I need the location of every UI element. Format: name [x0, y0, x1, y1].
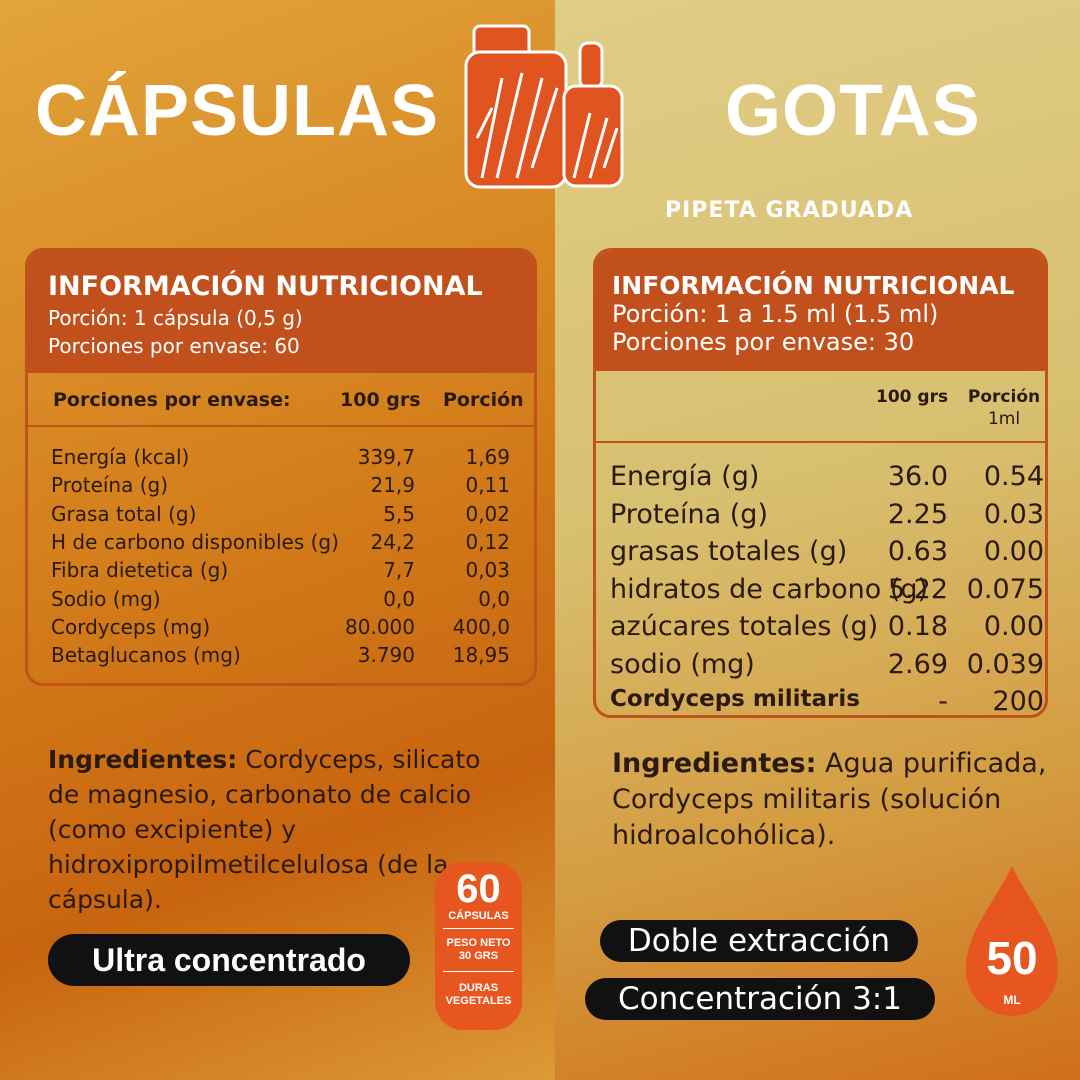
nutrient-name: Energía (kcal): [51, 445, 190, 469]
portion-line: Porción: 1 cápsula (0,5 g): [48, 306, 303, 330]
nutrient-name: sodio (mg): [610, 648, 755, 680]
capsule-count-badge: 60 CÁPSULAS PESO NETO 30 GRS DURAS VEGET…: [435, 862, 522, 1030]
ingredients-text: Agua purificada, Cordyceps militaris (so…: [612, 748, 1047, 851]
nutrient-name: grasas totales (g): [610, 536, 848, 567]
volume-drop: 50 ML: [966, 866, 1058, 1016]
value-portion: 0,11: [465, 473, 510, 498]
nutrient-name: Grasa total (g): [51, 501, 197, 526]
left-table-header: Porciones por envase: 100 grs Porción: [28, 373, 534, 427]
volume-unit: ML: [1003, 993, 1020, 1007]
badge: Doble extracción: [600, 920, 918, 962]
value-100g: 0.63: [887, 536, 948, 567]
value-100g: 80.000: [345, 614, 415, 639]
nutrient-name: Cordyceps militaris: [610, 686, 860, 712]
left-panel-header: INFORMACIÓN NUTRICIONAL Porción: 1 cápsu…: [28, 251, 534, 373]
left-title: CÁPSULAS: [35, 71, 440, 151]
value-portion: 400,0: [452, 614, 510, 639]
value-100g: 21,9: [370, 473, 415, 498]
nutrient-name: Sodio (mg): [51, 586, 161, 611]
value-portion: 0.039: [966, 648, 1044, 680]
right-ingredients: Ingredientes: Agua purificada, Cordyceps…: [612, 746, 1052, 854]
capsule-type: DURAS VEGETALES: [445, 982, 512, 1007]
ingredients-label: Ingredientes:: [48, 745, 238, 774]
column-header: 100 grs: [876, 387, 949, 407]
ingredients-label: Ingredientes:: [612, 748, 817, 779]
nutrient-name: Proteína (g): [610, 498, 768, 530]
bottles-icon: [464, 24, 624, 189]
value-100g: 0.18: [887, 611, 948, 642]
right-title: GOTAS: [725, 71, 981, 151]
nutrient-name: H de carbono disponibles (g): [51, 529, 339, 554]
panel-title: INFORMACIÓN NUTRICIONAL: [48, 271, 483, 302]
value-portion: 0.54: [983, 461, 1044, 492]
column-header: Porción: [443, 389, 524, 411]
column-header: 1ml: [987, 409, 1021, 429]
value-portion: 0.03: [983, 498, 1044, 530]
value-100g: 339,7: [357, 445, 415, 469]
nutrient-name: Proteína (g): [51, 473, 169, 498]
value-100g: 24,2: [370, 529, 415, 554]
left-ingredients: Ingredientes: Cordyceps, silicato de mag…: [48, 742, 518, 917]
value-portion: 1,69: [465, 445, 510, 469]
value-100g: 7,7: [383, 558, 415, 583]
nutrient-name: Energía (g): [610, 461, 760, 492]
panel-title: INFORMACIÓN NUTRICIONAL: [612, 271, 1015, 300]
column-header: Porciones por envase:: [53, 389, 291, 411]
value-100g: 5,5: [383, 501, 415, 526]
value-portion: 0,0: [478, 586, 510, 611]
nutrient-name: hidratos de carbono (g): [610, 573, 929, 605]
value-100g: 3.790: [357, 643, 415, 668]
badge: Ultra concentrado: [48, 934, 410, 986]
ingredients-text: Cordyceps, silicato de magnesio, carbona…: [48, 745, 481, 914]
value-portion: 0.00: [983, 611, 1044, 642]
net-weight: PESO NETO 30 GRS: [443, 929, 514, 972]
servings-line: Porciones por envase: 30: [612, 328, 915, 356]
portion-line: Porción: 1 a 1.5 ml (1.5 ml): [612, 300, 939, 328]
right-background: [555, 0, 1080, 1080]
value-portion: 0,02: [465, 501, 510, 526]
badge: Concentración 3:1: [585, 978, 935, 1020]
nutrient-name: azúcares totales (g): [610, 611, 879, 642]
value-portion: 0.00: [983, 536, 1044, 567]
servings-line: Porciones por envase: 60: [48, 334, 300, 358]
value-100g: -: [938, 686, 948, 717]
value-portion: 0,03: [465, 558, 510, 583]
right-subtitle: PIPETA GRADUADA: [665, 198, 914, 223]
value-portion: 0.075: [966, 573, 1044, 605]
count: 60: [456, 867, 501, 911]
value-portion: 18,95: [452, 643, 510, 668]
right-table-header: 100 grs Porción 1ml: [596, 371, 1045, 443]
right-panel-header: INFORMACIÓN NUTRICIONAL Porción: 1 a 1.5…: [596, 251, 1045, 371]
value-100g: 0,0: [383, 586, 415, 611]
value-100g: 2.25: [887, 498, 948, 530]
value-100g: 2.69: [887, 648, 948, 680]
column-header: Porción: [967, 387, 1041, 407]
volume: 50: [986, 932, 1037, 984]
value-100g: 5.22: [887, 573, 948, 605]
value-100g: 36.0: [887, 461, 948, 492]
value-portion: 0,12: [465, 529, 510, 554]
value-portion: 200: [992, 686, 1044, 717]
left-nutrition-panel: INFORMACIÓN NUTRICIONAL Porción: 1 cápsu…: [25, 248, 537, 686]
column-header: 100 grs: [340, 389, 421, 411]
nutrient-name: Fibra dietetica (g): [51, 558, 229, 583]
right-nutrition-panel: INFORMACIÓN NUTRICIONAL Porción: 1 a 1.5…: [593, 248, 1048, 718]
count-unit: CÁPSULAS: [443, 910, 514, 929]
nutrient-name: Cordyceps (mg): [51, 614, 211, 639]
nutrient-name: Betaglucanos (mg): [51, 643, 241, 668]
